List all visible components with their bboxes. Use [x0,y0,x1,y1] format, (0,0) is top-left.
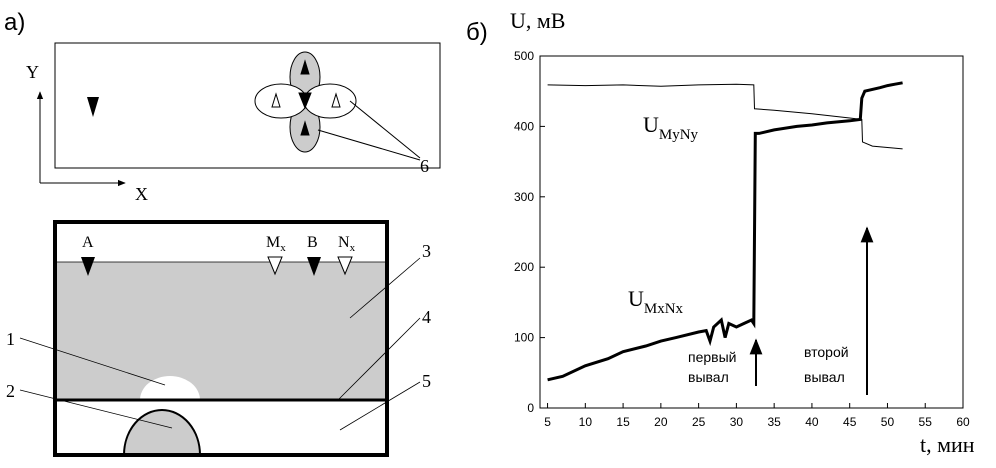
axis-x: X [135,184,148,204]
x-tick-label: 10 [579,415,593,429]
source-marker [87,97,99,117]
x-axis-label: t, мин [920,432,975,457]
y-tick-label: 200 [514,260,534,274]
x-tick-label: 30 [730,415,744,429]
y-tick-label: 400 [514,119,534,133]
electrode-b: B [307,234,318,251]
x-tick-label: 45 [843,415,857,429]
x-tick-label: 25 [692,415,706,429]
label-4: 4 [422,307,431,327]
y-tick-label: 0 [527,401,534,415]
annotation: вывал [688,369,729,385]
annotation: второй [804,344,849,360]
x-tick-label: 20 [654,415,668,429]
plot-frame [540,56,963,408]
y-tick-label: 500 [514,49,534,63]
label-3: 3 [422,241,431,261]
x-tick-label: 40 [805,415,819,429]
electrode-m: Mx [266,234,286,254]
flower [255,52,420,160]
panel-label: б) [466,19,488,46]
x-tick-label: 15 [616,415,630,429]
layer-3 [55,262,387,400]
label-2: 2 [6,381,15,401]
x-tick-label: 35 [767,415,781,429]
panel-label: а) [4,9,25,36]
series-label: UMxNx [628,286,684,317]
annotation: вывал [804,369,845,385]
x-tick-label: 60 [956,415,970,429]
panel-b: б) U, мВ t, мин UMyNy UMxNx первый вывал… [466,8,975,457]
label-5: 5 [422,371,431,391]
series-line [548,83,903,380]
y-axis-label: U, мВ [510,8,565,33]
annotation: первый [688,349,736,365]
figure: а) Y X 6 A Mx B Nx 1 2 3 4 5 б) U, мВ t,… [0,0,996,463]
y-tick-label: 300 [514,190,534,204]
x-tick-label: 50 [881,415,895,429]
series-label: UMyNy [643,112,699,143]
electrode-a: A [82,234,94,251]
x-tick-label: 55 [919,415,933,429]
label-6: 6 [420,156,429,176]
y-tick-label: 100 [514,331,534,345]
x-tick-label: 5 [544,415,551,429]
body-2 [124,410,200,455]
series-line [548,84,903,149]
electrode-n: Nx [338,234,356,254]
panel-a: а) Y X 6 A Mx B Nx 1 2 3 4 5 [4,9,440,455]
axis-y: Y [26,62,39,82]
label-1: 1 [6,329,15,349]
